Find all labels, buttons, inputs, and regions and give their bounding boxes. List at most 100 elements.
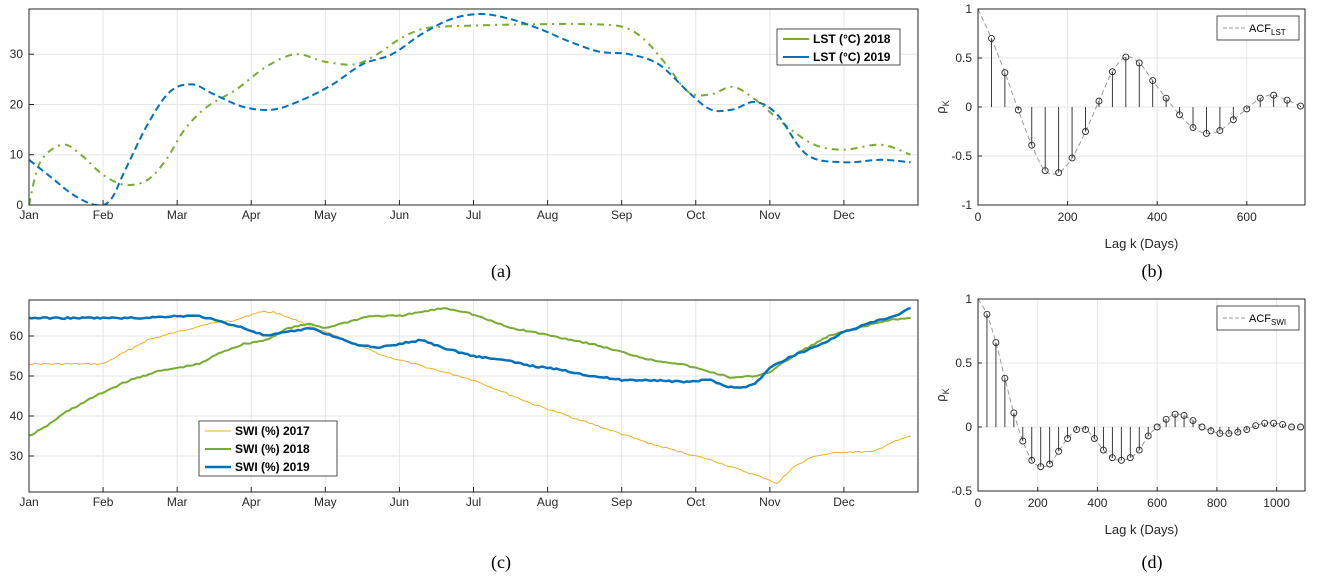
legend-label-3: SWI (%) 2019	[235, 460, 310, 474]
acf-marker	[1297, 423, 1304, 431]
caption-a: (a)	[491, 261, 511, 282]
tick-label-x: Jun	[390, 495, 409, 509]
acf-marker	[1198, 423, 1206, 431]
tick-label-y: 20	[10, 97, 24, 111]
acf-marker	[1095, 97, 1103, 105]
tick-label-y: 0	[16, 198, 23, 212]
series-line-3	[29, 306, 911, 389]
tick-label-x: 400	[1147, 210, 1167, 224]
tick-label-x: 0	[975, 496, 982, 510]
tick-label-y: 10	[10, 148, 24, 162]
panel-b-acf-lst: 0 200 400 600 -1 -0.5 0 0.5 1 Lag k (Days) ρK ACFLS…	[933, 2, 1306, 251]
tick-label-x: Jun	[390, 208, 409, 222]
acf-marker	[1243, 105, 1251, 113]
acf-marker	[1019, 437, 1027, 445]
acf-marker	[1297, 102, 1304, 110]
acf-marker	[1108, 68, 1116, 76]
acf-marker	[1108, 454, 1116, 462]
plot-frame	[977, 8, 1306, 206]
tick-label-x: Jan	[19, 495, 38, 509]
acf-marker	[1283, 96, 1291, 104]
tick-label-x: Apr	[242, 495, 261, 509]
plot-frame	[28, 8, 919, 206]
legend-label-1: LST (°C) 2018	[813, 32, 891, 46]
plot-frame	[977, 298, 1306, 492]
acf-marker	[1189, 417, 1197, 425]
tick-label-y: 30	[10, 449, 24, 463]
acf-marker	[1037, 463, 1045, 471]
tick-label-y: 60	[10, 329, 24, 343]
acf-marker	[1010, 409, 1018, 417]
legend-label-2: LST (°C) 2019	[813, 50, 891, 64]
tick-label-y: 0	[965, 420, 972, 434]
panel-c-swi-timeseries: Jan Feb Mar Apr May Jun Jul Aug Sep Oct Nov Dec 30 40…	[10, 299, 919, 509]
legend-label-main: ACF	[1249, 23, 1271, 35]
acf-marker	[1216, 127, 1224, 134]
acf-marker	[983, 310, 991, 318]
plot-area	[978, 299, 1305, 491]
acf-marker	[1162, 415, 1170, 423]
acf-marker	[1149, 77, 1157, 84]
y-axis-label: ρK	[933, 388, 951, 401]
tick-label-x: May	[314, 495, 337, 509]
acf-marker	[1225, 429, 1233, 437]
acf-marker	[1153, 423, 1161, 431]
acf-marker	[1144, 432, 1152, 440]
legend-label-2: SWI (%) 2018	[235, 442, 310, 456]
tick-label-x: 600	[1237, 210, 1257, 224]
acf-marker	[1001, 69, 1009, 77]
legend-label-main: ACF	[1249, 313, 1271, 325]
series-line-2	[29, 12, 911, 205]
acf-marker	[1234, 428, 1242, 436]
y-axis-label-sub: K	[941, 388, 951, 394]
acf-marker	[1068, 154, 1076, 162]
tick-label-y: -0.5	[951, 484, 972, 498]
tick-label-x: Dec	[833, 208, 854, 222]
acf-marker	[1243, 426, 1251, 434]
legend-label-1: SWI (%) 2017	[235, 424, 310, 438]
x-axis-label: Lag k (Days)	[1105, 522, 1179, 537]
tick-label-y: 40	[10, 409, 24, 423]
acf-marker	[992, 339, 1000, 346]
y-axis-label-main: ρ	[933, 394, 948, 401]
tick-label-x: 200	[1058, 210, 1078, 224]
acf-marker	[1216, 429, 1224, 437]
acf-marker	[1122, 53, 1130, 61]
tick-label-y: 1	[965, 2, 972, 16]
tick-label-x: Oct	[686, 495, 705, 509]
acf-marker	[987, 34, 995, 42]
tick-label-x: Sep	[611, 495, 633, 509]
tick-label-x: Oct	[686, 208, 705, 222]
tick-label-y: 50	[10, 369, 24, 383]
tick-label-x: Sep	[611, 208, 633, 222]
legend-label: ACFSWI	[1249, 313, 1286, 327]
acf-marker	[1091, 435, 1098, 442]
acf-marker	[1176, 111, 1184, 119]
acf-marker	[1261, 419, 1269, 427]
acf-marker	[1014, 106, 1022, 114]
caption-c: (c)	[491, 552, 511, 573]
tick-label-x: Feb	[93, 208, 114, 222]
acf-marker	[1180, 412, 1188, 419]
acf-marker	[1055, 169, 1063, 177]
tick-label-x: 400	[1087, 496, 1107, 510]
acf-marker	[1288, 423, 1296, 431]
tick-label-x: Jul	[466, 495, 481, 509]
tick-label-y: -0.5	[951, 149, 972, 163]
panel-a-lst-timeseries: Jan Feb Mar Apr May Jun Jul Aug Sep Oct Nov Dec 0 10 2…	[10, 8, 919, 222]
tick-label-x: Apr	[242, 208, 261, 222]
tick-label-x: Aug	[537, 495, 558, 509]
acf-marker	[1046, 460, 1054, 468]
series-line-2	[29, 307, 911, 437]
acf-marker	[1055, 447, 1063, 455]
acf-marker	[1252, 422, 1260, 430]
acf-marker	[1135, 446, 1143, 454]
plot-frame	[28, 299, 919, 493]
acf-marker	[1162, 94, 1170, 102]
tick-label-x: Aug	[537, 208, 558, 222]
acf-marker	[1117, 456, 1125, 464]
legend: SWI (%) 2017 SWI (%) 2018 SWI (%) 2019	[198, 420, 338, 477]
acf-marker	[1189, 124, 1197, 132]
acf-marker	[1171, 410, 1179, 418]
